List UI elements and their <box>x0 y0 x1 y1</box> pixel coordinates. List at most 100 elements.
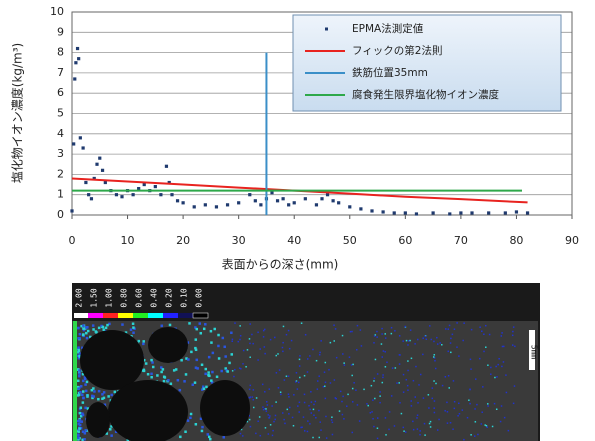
speckle <box>381 328 383 330</box>
speckle <box>432 398 434 400</box>
speckle <box>250 426 252 428</box>
speckle <box>307 371 309 373</box>
speckle <box>458 355 460 357</box>
x-tick-label: 80 <box>509 234 523 247</box>
speckle <box>458 403 460 405</box>
surface-edge <box>73 321 77 441</box>
speckle <box>132 326 135 329</box>
speckle <box>299 355 301 357</box>
speckle <box>210 379 213 382</box>
point <box>315 203 318 206</box>
speckle <box>333 324 335 326</box>
page: 表面からの深さ(mm) 塩化物イオン濃度(kg/m³) 012345678910… <box>0 0 595 441</box>
point <box>382 210 385 213</box>
speckle <box>341 401 343 403</box>
speckle <box>349 356 351 358</box>
speckle <box>92 395 95 398</box>
speckle <box>434 400 436 402</box>
speckle <box>396 382 398 384</box>
speckle <box>417 428 419 430</box>
speckle <box>334 379 336 381</box>
speckle <box>485 346 487 348</box>
speckle <box>288 375 290 377</box>
speckle <box>456 346 458 348</box>
speckle <box>479 358 481 360</box>
speckle <box>288 413 290 415</box>
speckle <box>353 382 355 384</box>
speckle <box>351 375 353 377</box>
speckle <box>419 434 421 436</box>
speckle <box>311 401 313 403</box>
speckle <box>282 412 284 414</box>
point <box>170 193 173 196</box>
speckle <box>501 366 503 368</box>
speckle <box>265 427 267 429</box>
speckle <box>199 322 202 325</box>
speckle <box>288 396 290 398</box>
speckle <box>424 434 426 436</box>
x-tick-label: 70 <box>454 234 468 247</box>
speckle <box>357 404 359 406</box>
speckle <box>501 405 503 407</box>
speckle <box>407 385 409 387</box>
speckle <box>190 413 193 416</box>
point <box>165 165 168 168</box>
speckle <box>87 330 90 333</box>
speckle <box>278 387 280 389</box>
point <box>276 199 279 202</box>
speckle <box>308 405 310 407</box>
speckle <box>187 419 190 422</box>
speckle <box>257 421 259 423</box>
speckle <box>282 347 284 349</box>
speckle <box>324 371 326 373</box>
colorbar-label: 0.10 <box>180 288 189 307</box>
speckle <box>381 343 383 345</box>
point <box>154 185 157 188</box>
speckle <box>339 410 341 412</box>
speckle <box>259 348 261 350</box>
speckle <box>167 379 170 382</box>
speckle <box>357 325 359 327</box>
speckle <box>417 402 419 404</box>
speckle <box>121 323 124 326</box>
speckle <box>384 333 386 335</box>
speckle <box>448 351 450 353</box>
speckle <box>375 359 377 361</box>
speckle <box>409 340 411 342</box>
y-tick-label: 2 <box>57 167 64 180</box>
speckle <box>501 335 503 337</box>
speckle <box>259 416 261 418</box>
speckle <box>283 326 285 328</box>
point <box>204 203 207 206</box>
speckle <box>222 337 225 340</box>
speckle <box>512 344 513 346</box>
point <box>77 57 80 60</box>
speckle <box>373 342 375 344</box>
speckle <box>298 382 300 384</box>
point <box>432 211 435 214</box>
speckle <box>319 421 321 423</box>
speckle <box>269 415 271 417</box>
speckle <box>454 408 456 410</box>
speckle <box>313 404 315 406</box>
speckle <box>371 385 373 387</box>
speckle <box>257 359 259 361</box>
speckle <box>203 328 206 331</box>
point <box>84 181 87 184</box>
speckle <box>379 395 381 397</box>
speckle <box>103 391 106 394</box>
speckle <box>406 340 408 342</box>
speckle <box>422 337 424 339</box>
speckle <box>392 367 394 369</box>
speckle <box>415 396 417 398</box>
speckle <box>411 405 413 407</box>
x-axis-label: 表面からの深さ(mm) <box>222 258 339 272</box>
speckle <box>403 430 405 432</box>
speckle <box>262 406 264 408</box>
speckle <box>389 411 391 413</box>
speckle <box>433 341 435 343</box>
speckle <box>220 370 223 373</box>
point <box>337 201 340 204</box>
speckle <box>274 419 276 421</box>
point <box>120 195 123 198</box>
